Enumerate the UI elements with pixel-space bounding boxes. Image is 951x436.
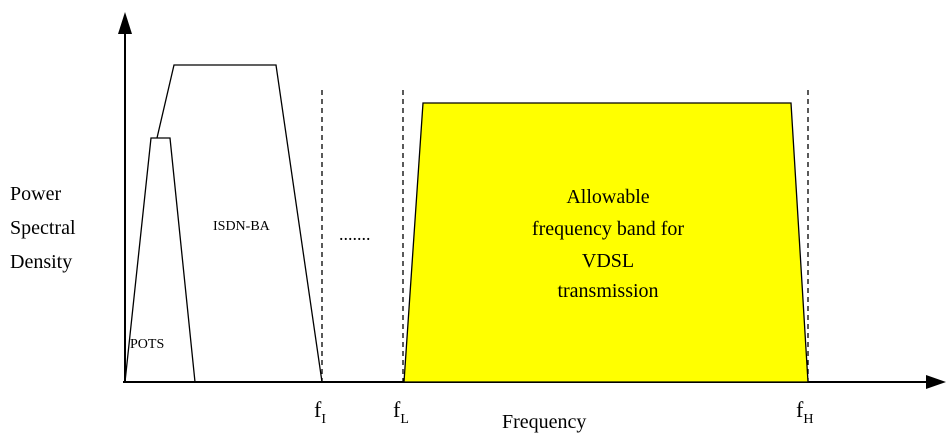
x-axis-arrowhead — [926, 375, 946, 389]
f-h-base: f — [796, 397, 804, 422]
isdn-label: ISDN-BA — [213, 219, 271, 234]
f-i-label: fI — [314, 397, 326, 427]
isdn-band-outline — [156, 64, 323, 383]
y-axis-label-line-1: Power — [10, 183, 61, 205]
f-h-sub: H — [803, 412, 813, 427]
vdsl-label-line-4: transmission — [557, 280, 658, 302]
f-h-label: fH — [796, 397, 813, 427]
vdsl-label-line-1: Allowable — [566, 186, 649, 208]
f-i-base: f — [314, 397, 322, 422]
f-l-sub: L — [400, 412, 409, 427]
vdsl-band — [403, 102, 809, 383]
y-axis-label-line-2: Spectral — [10, 217, 76, 239]
vdsl-label-line-2: frequency band for — [532, 218, 684, 240]
y-axis-arrowhead — [118, 12, 132, 34]
pots-band-outline — [124, 137, 196, 383]
f-l-label: fL — [393, 397, 409, 427]
x-axis-label: Frequency — [502, 411, 586, 433]
y-axis-label-line-3: Density — [10, 251, 72, 273]
f-l-base: f — [393, 397, 401, 422]
vdsl-label-line-3: VDSL — [582, 250, 634, 272]
f-i-sub: I — [321, 412, 326, 427]
gap-indicator: ....... — [339, 224, 371, 244]
pots-label: POTS — [130, 337, 164, 352]
